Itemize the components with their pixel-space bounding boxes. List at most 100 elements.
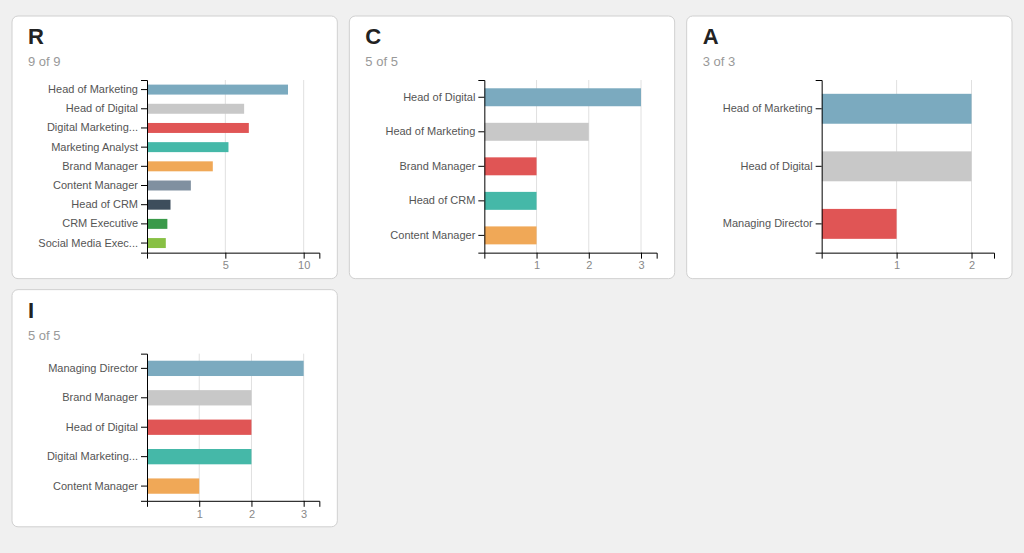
panel-background [687,16,1012,279]
axis-line [141,81,148,254]
tick: Digital Marketing... [47,450,147,462]
tick-label: Head of Digital [66,102,138,114]
tick-label: Digital Marketing... [47,450,138,462]
tick-label: 3 [301,508,307,520]
tick: Brand Manager [400,160,485,172]
subtitle: 5 of 5 [28,328,61,343]
tick: 3 [301,501,307,520]
tick-label: Content Manager [390,229,475,241]
tick-label: 2 [249,508,255,520]
tick-label: Brand Manager [62,160,138,172]
tick-label: Content Manager [53,480,138,492]
bar [147,161,213,171]
bar [822,151,972,181]
tick-label: 10 [298,259,310,271]
bar [484,123,588,141]
tick-label: Head of Digital [741,160,813,172]
tick-label: Social Media Exec... [38,237,138,249]
subtitle: 9 of 9 [28,54,61,69]
tick: CRM Executive [62,217,147,229]
tick-mark [141,456,147,457]
y-axis: Head of Digital Head of Marketing Brand Ma… [385,81,484,254]
tick-label: Head of CRM [71,198,138,210]
tick: Content Manager [53,480,147,492]
bar [147,238,166,248]
tick: Head of CRM [71,198,147,210]
tick-label: Marketing Analyst [51,141,138,153]
tick-mark [251,501,252,507]
tick-label: Managing Director [48,362,138,374]
panel: C5 of 5123Head of DigitalHead of Marketi… [349,16,674,279]
tick-label: Head of Digital [403,91,475,103]
title: I [28,298,34,323]
bars [822,94,972,239]
bar [147,123,249,133]
tick: Head of Digital [403,91,484,103]
tick: Head of Marketing [723,102,822,114]
bar [147,449,251,464]
tick-mark [304,253,305,259]
tick: Head of Digital [66,421,147,433]
tick: Brand Manager [62,391,147,403]
bar [147,181,191,191]
bar [147,104,244,114]
tick: Head of CRM [409,194,485,206]
tick-label: 5 [223,259,229,271]
tick-mark [478,200,484,201]
bar [484,226,536,244]
tick-label: Head of Marketing [723,102,813,114]
tick: 3 [638,253,644,272]
tick-label: Brand Manager [62,391,138,403]
tick-mark [589,253,590,259]
x-axis: 1 2 3 [148,501,320,520]
tick-label: 3 [638,259,644,271]
tick: Head of Marketing [48,83,147,95]
tick-mark [478,166,484,167]
panel: A3 of 312Head of MarketingHead of Digita… [687,16,1012,279]
panel-background [349,16,674,279]
tick-label: Digital Marketing... [47,121,138,133]
tick: Managing Director [723,217,822,229]
tick-label: Managing Director [723,217,813,229]
bars [147,361,304,494]
tick-mark [972,253,973,259]
tick-mark [141,147,147,148]
bar [147,142,228,152]
panel-background [12,16,337,279]
tick: 1 [894,253,900,272]
tick-mark [141,204,147,205]
subtitle: 3 of 3 [703,54,736,69]
tick-mark [641,253,642,259]
tick-label: 1 [534,259,540,271]
tick: Head of Marketing [385,125,484,137]
tick: Head of Digital [741,160,822,172]
x-axis: 123 [485,253,657,272]
tick: Content Manager [53,179,147,191]
bar [147,85,288,95]
tick: Managing Director [48,362,147,374]
tick-mark [141,166,147,167]
title: R [28,24,44,49]
panel: I 5 of 5 1 2 3 Managing Director Brand Manager… [12,290,337,527]
tick-mark [897,253,898,259]
bar [484,192,536,210]
tick-mark [199,501,200,507]
bar [147,420,251,435]
tick-label: Head of CRM [409,194,476,206]
tick-mark [141,89,147,90]
tick: 2 [969,253,975,272]
tick-label: Brand Manager [400,160,476,172]
bar [147,361,304,376]
bar [147,200,171,210]
tick-mark [816,223,822,224]
chart-canvas: R9 of 9510Head of MarketingHead of Digit… [0,0,1024,553]
tick-mark [537,253,538,259]
tick-mark [478,97,484,98]
tick: Marketing Analyst [51,141,147,153]
tick: 1 [197,501,203,520]
bar [822,209,897,239]
tick: Social Media Exec... [38,237,147,249]
bar [147,390,251,405]
bar [147,478,199,493]
title: C [365,24,381,49]
